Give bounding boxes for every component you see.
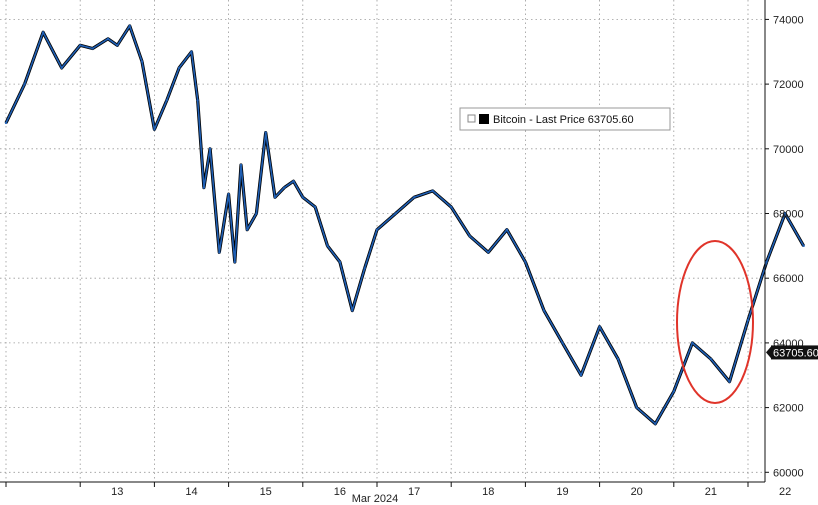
y-tick-label: 72000	[773, 79, 804, 91]
price-point	[264, 131, 267, 134]
price-point	[116, 44, 119, 47]
price-point	[208, 147, 212, 151]
price-point	[255, 212, 258, 215]
x-axis-ticks: 13 14 15 16 17 18 19 20 21 22	[5, 482, 791, 498]
x-axis-label: Mar 2024	[352, 493, 398, 505]
price-point	[783, 212, 787, 215]
last-value-arrow	[766, 345, 772, 360]
price-point	[598, 325, 601, 328]
price-point	[165, 99, 168, 102]
price-point	[746, 319, 750, 322]
x-tick-label: 17	[408, 486, 420, 498]
x-tick-label: 18	[482, 486, 494, 498]
price-point	[239, 163, 243, 167]
price-point	[292, 179, 295, 183]
x-tick-label: 16	[334, 486, 346, 498]
legend-box	[459, 107, 671, 131]
price-point	[709, 357, 713, 361]
price-point	[363, 267, 366, 270]
legend-swatch	[479, 114, 489, 124]
price-point	[524, 260, 527, 264]
y-tick-label: 60000	[773, 467, 804, 479]
legend-expand-icon	[467, 114, 476, 123]
price-point	[654, 422, 657, 425]
price-point	[802, 244, 805, 248]
price-point	[60, 66, 63, 70]
price-point	[301, 196, 304, 199]
price-point	[431, 189, 434, 193]
price-point	[635, 406, 638, 409]
price-point	[140, 60, 144, 63]
price-point	[313, 205, 317, 209]
price-point	[41, 31, 45, 34]
last-value-label: 63705.60	[773, 347, 818, 359]
price-point	[91, 47, 94, 50]
price-point	[153, 128, 156, 131]
price-point	[273, 196, 277, 199]
price-point	[505, 228, 509, 231]
price-point	[245, 228, 249, 231]
price-point	[196, 99, 199, 102]
last-value-marker: 63705.60	[766, 345, 818, 360]
price-point	[227, 192, 230, 196]
x-tick-label: 20	[631, 486, 643, 498]
price-point	[616, 357, 620, 361]
price-point	[218, 251, 221, 254]
price-point	[177, 66, 181, 70]
last-value-box	[771, 345, 818, 360]
price-point	[106, 37, 110, 41]
y-tick-label: 62000	[773, 403, 804, 415]
price-point	[375, 228, 379, 231]
price-point	[542, 309, 546, 312]
y-tick-label: 68000	[773, 209, 804, 221]
y-tick-label: 74000	[773, 14, 804, 26]
price-point	[579, 374, 583, 377]
price-point	[79, 44, 82, 47]
price-point	[672, 390, 675, 393]
price-point	[765, 260, 768, 264]
price-point	[728, 380, 731, 383]
y-tick-label: 70000	[773, 144, 804, 156]
price-points	[4, 24, 805, 425]
x-tick-label: 19	[556, 486, 568, 498]
price-point	[450, 205, 453, 209]
price-point	[394, 212, 397, 215]
price-point	[326, 244, 329, 248]
price-point	[351, 309, 354, 312]
price-point	[561, 341, 564, 345]
highlight-ellipse	[676, 240, 754, 404]
x-tick-label: 14	[185, 486, 197, 498]
price-point	[412, 196, 416, 199]
price-point	[233, 260, 236, 264]
price-point	[283, 186, 286, 189]
price-point	[487, 251, 490, 254]
x-tick-label: 22	[779, 486, 791, 498]
x-tick-label: 21	[705, 486, 717, 498]
legend-entry: Bitcoin - Last Price 63705.60	[493, 114, 634, 126]
price-point	[23, 82, 26, 86]
x-tick-label: 15	[260, 486, 272, 498]
price-point	[4, 121, 8, 125]
price-point	[202, 186, 206, 189]
price-point	[338, 260, 342, 264]
price-point	[128, 24, 131, 28]
legend: Bitcoin - Last Price 63705.60	[459, 107, 671, 131]
price-point	[190, 50, 193, 53]
price-point	[468, 234, 471, 238]
x-tick-label: 13	[111, 486, 123, 498]
axes	[0, 0, 766, 483]
grid-lines	[0, 0, 765, 482]
y-tick-label: 66000	[773, 273, 804, 285]
price-point	[691, 341, 694, 345]
